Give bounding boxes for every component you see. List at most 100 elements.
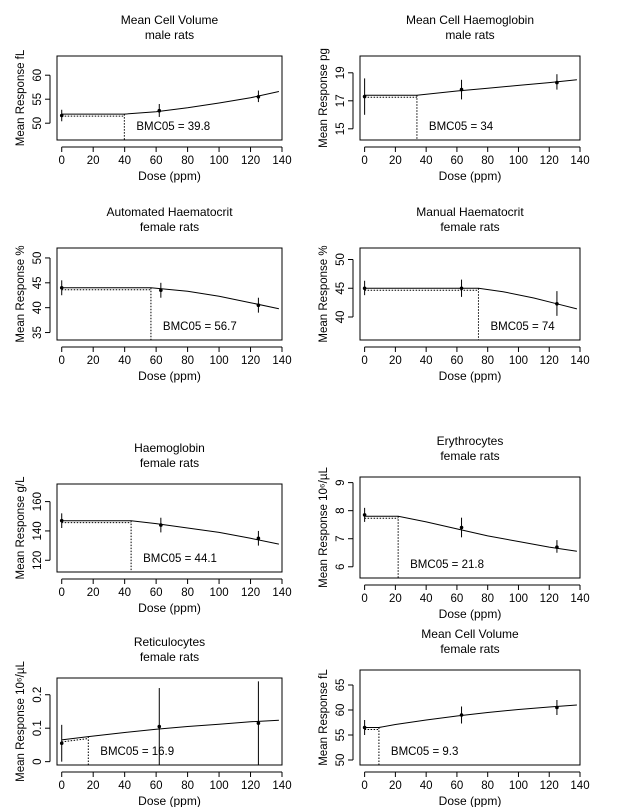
x-tick-label: 100 bbox=[509, 155, 528, 167]
bmc-label: BMC05 = 9.3 bbox=[391, 746, 458, 758]
y-axis-label: Mean Response 10⁶/µL bbox=[15, 661, 27, 782]
bmc-label: BMC05 = 74 bbox=[490, 321, 555, 333]
plot-frame bbox=[359, 55, 581, 141]
x-tick-label: 60 bbox=[451, 780, 464, 792]
x-tick-label: 80 bbox=[481, 155, 494, 167]
x-tick-label: 0 bbox=[59, 780, 65, 792]
y-tick-label: 40 bbox=[32, 301, 44, 314]
x-tick-label: 100 bbox=[509, 593, 528, 605]
y-tick-label: 15 bbox=[335, 122, 347, 135]
x-tick-label: 80 bbox=[481, 355, 494, 367]
x-tick-label: 120 bbox=[540, 155, 559, 167]
bmc-label: BMC05 = 44.1 bbox=[143, 553, 217, 565]
data-point bbox=[256, 95, 261, 99]
x-tick-label: 120 bbox=[241, 355, 260, 367]
y-tick-label: 45 bbox=[32, 276, 44, 289]
plot-frame bbox=[56, 247, 283, 341]
data-point bbox=[362, 513, 367, 517]
chart-title: Erythrocytes bbox=[437, 434, 504, 448]
data-point bbox=[59, 285, 64, 290]
x-tick-label: 80 bbox=[181, 587, 194, 599]
x-tick-label: 20 bbox=[389, 355, 402, 367]
x-tick-label: 20 bbox=[87, 780, 100, 792]
data-point bbox=[59, 113, 64, 118]
x-axis-label: Dose (ppm) bbox=[138, 369, 201, 383]
plot-frame bbox=[56, 55, 283, 141]
y-tick-label: 120 bbox=[32, 551, 44, 570]
x-tick-label: 100 bbox=[209, 587, 228, 599]
x-tick-label: 20 bbox=[87, 155, 100, 167]
x-tick-label: 140 bbox=[272, 155, 291, 167]
y-tick-label: 19 bbox=[335, 66, 347, 79]
x-tick-label: 140 bbox=[272, 355, 291, 367]
plot-frame bbox=[359, 476, 581, 579]
data-point bbox=[555, 705, 559, 710]
chart-subtitle: female rats bbox=[440, 642, 499, 656]
x-tick-label: 40 bbox=[420, 593, 433, 605]
x-tick-label: 80 bbox=[481, 593, 494, 605]
bmc-label: BMC05 = 21.8 bbox=[410, 559, 484, 571]
x-tick-label: 20 bbox=[87, 355, 100, 367]
data-point bbox=[256, 303, 261, 307]
chart-title: Reticulocytes bbox=[134, 635, 205, 649]
data-point bbox=[157, 108, 162, 113]
data-point bbox=[362, 725, 367, 730]
chart-title: Mean Cell Volume bbox=[421, 627, 519, 641]
y-tick-label: 0.1 bbox=[32, 720, 44, 736]
y-tick-label: 140 bbox=[32, 521, 44, 540]
y-axis-label: Mean Response fL bbox=[15, 49, 27, 146]
x-tick-label: 0 bbox=[361, 355, 367, 367]
x-tick-label: 20 bbox=[87, 587, 100, 599]
y-tick-label: 55 bbox=[32, 93, 44, 106]
x-tick-label: 80 bbox=[181, 780, 194, 792]
fitted-curve bbox=[364, 704, 577, 728]
x-axis-label: Dose (ppm) bbox=[439, 794, 502, 807]
fitted-curve bbox=[61, 91, 280, 115]
x-tick-label: 120 bbox=[241, 155, 260, 167]
y-tick-label: 50 bbox=[335, 253, 347, 266]
x-tick-label: 40 bbox=[118, 355, 131, 367]
y-axis-label: Mean Response pg bbox=[318, 48, 330, 148]
x-tick-label: 60 bbox=[451, 355, 464, 367]
data-point bbox=[459, 525, 464, 530]
chart-title: Mean Cell Volume bbox=[121, 13, 219, 27]
plot-frame bbox=[359, 247, 581, 341]
y-axis-label: Mean Response % bbox=[318, 245, 330, 342]
plot-frame bbox=[56, 677, 283, 766]
x-tick-label: 60 bbox=[451, 593, 464, 605]
x-axis-label: Dose (ppm) bbox=[138, 169, 201, 183]
data-point bbox=[459, 286, 464, 291]
x-tick-label: 60 bbox=[150, 155, 163, 167]
x-tick-label: 40 bbox=[420, 780, 433, 792]
y-axis-label: Mean Response fL bbox=[318, 669, 330, 766]
data-point bbox=[555, 301, 559, 306]
plot-frame bbox=[56, 483, 283, 573]
x-tick-label: 100 bbox=[209, 780, 228, 792]
x-tick-label: 100 bbox=[509, 355, 528, 367]
x-tick-label: 120 bbox=[540, 355, 559, 367]
x-tick-label: 0 bbox=[361, 593, 367, 605]
y-tick-label: 60 bbox=[32, 69, 44, 82]
y-tick-label: 40 bbox=[335, 311, 347, 324]
y-tick-label: 6 bbox=[335, 564, 347, 570]
data-point bbox=[459, 713, 464, 717]
data-point bbox=[59, 518, 64, 523]
plot-frame bbox=[359, 669, 581, 766]
x-tick-label: 40 bbox=[118, 780, 131, 792]
fitted-curve bbox=[61, 287, 280, 310]
data-point bbox=[362, 94, 367, 99]
x-tick-label: 140 bbox=[570, 593, 589, 605]
x-tick-label: 80 bbox=[481, 780, 494, 792]
chart-subtitle: male rats bbox=[145, 28, 194, 42]
x-tick-label: 60 bbox=[451, 155, 464, 167]
x-tick-label: 80 bbox=[181, 355, 194, 367]
x-tick-label: 40 bbox=[118, 155, 131, 167]
x-tick-label: 0 bbox=[361, 780, 367, 792]
chart-title: Mean Cell Haemoglobin bbox=[406, 13, 534, 27]
x-tick-label: 120 bbox=[241, 587, 260, 599]
data-point bbox=[159, 288, 163, 293]
y-tick-label: 0.2 bbox=[32, 687, 44, 703]
y-axis-label: Mean Response g/L bbox=[15, 476, 27, 580]
y-tick-label: 35 bbox=[32, 326, 44, 339]
